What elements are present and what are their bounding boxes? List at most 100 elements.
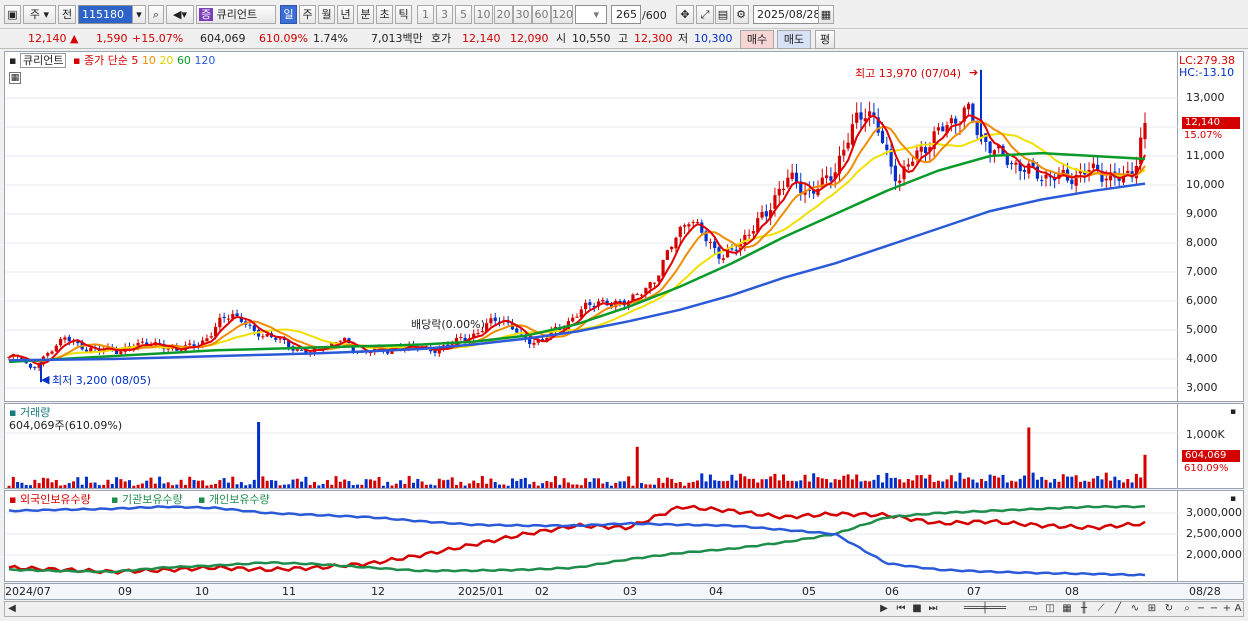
- volume-bar: [424, 484, 428, 488]
- period-tick-tab[interactable]: 틱: [395, 5, 412, 24]
- sell-button[interactable]: 매도: [777, 30, 811, 49]
- volume-bar: [1087, 481, 1091, 488]
- prev-button[interactable]: 전: [58, 5, 76, 24]
- candle-body: [885, 144, 889, 150]
- candle-body: [657, 275, 661, 282]
- period-month-tab[interactable]: 월: [318, 5, 335, 24]
- average-button[interactable]: 평: [815, 30, 835, 49]
- scroll-left-icon[interactable]: ◀: [8, 603, 16, 614]
- interval-10[interactable]: 10: [474, 5, 493, 24]
- volume-bar: [282, 484, 286, 488]
- volume-bar: [975, 482, 979, 488]
- candle-body: [235, 313, 239, 316]
- volume-tick: 1,000K: [1186, 428, 1225, 441]
- candle-body: [515, 328, 519, 333]
- interval-3[interactable]: 3: [436, 5, 453, 24]
- volume-bar: [140, 483, 144, 488]
- font-size-icon[interactable]: A: [1234, 603, 1242, 614]
- candle-body: [20, 355, 24, 361]
- stock-code-input[interactable]: 115180: [78, 5, 146, 24]
- price-value: 12,140: [28, 32, 67, 45]
- volume-bar: [575, 484, 579, 488]
- save-chart-icon[interactable]: ⊞: [1147, 603, 1157, 614]
- table-icon[interactable]: ▦: [1062, 603, 1072, 614]
- candle-body: [975, 120, 979, 135]
- calendar-icon[interactable]: ▦: [818, 5, 834, 24]
- zoom-in-icon[interactable]: +: [1222, 603, 1232, 614]
- code-dropdown-icon[interactable]: ▾: [132, 5, 146, 24]
- volume-bar: [1010, 480, 1014, 488]
- date-tick: 03: [623, 585, 637, 598]
- buy-button[interactable]: 매수: [740, 30, 774, 49]
- volume-bar: [558, 484, 562, 488]
- window-menu-icon[interactable]: ▣: [4, 5, 21, 24]
- period-minute-tab[interactable]: 분: [357, 5, 374, 24]
- interval-60[interactable]: 60: [532, 5, 551, 24]
- volume-bar: [1031, 472, 1035, 488]
- last-icon[interactable]: ⏭: [928, 603, 938, 614]
- fib-icon[interactable]: ╫: [1080, 603, 1088, 614]
- interval-120[interactable]: 120: [551, 5, 573, 24]
- volume-panel[interactable]: ▪ 거래량 604,069주(610.09%): [4, 403, 1179, 489]
- candle-body: [1143, 122, 1147, 140]
- volume-bar: [536, 485, 540, 488]
- volume-bar: [63, 484, 67, 488]
- volume-bar: [631, 485, 635, 488]
- volume-last-pct: 610.09%: [1184, 463, 1229, 474]
- search-icon[interactable]: ⌕: [148, 5, 164, 24]
- grid-icon[interactable]: ▦: [9, 72, 21, 84]
- period-second-tab[interactable]: 초: [376, 5, 393, 24]
- volume-bar: [984, 481, 988, 488]
- candle-body: [1121, 174, 1126, 183]
- date-input[interactable]: 2025/08/28: [753, 5, 819, 24]
- scroll-bar[interactable]: ◀ ▶ ⏮ ■ ⏭ ═══╪═══ ▭ ◫ ▦ ╫ ⟋ ╱ ∿ ⊞ ↻ ⌕ − …: [4, 601, 1244, 617]
- reset-icon[interactable]: ↻: [1164, 603, 1174, 614]
- trend-icon[interactable]: ⟋: [1097, 603, 1105, 614]
- volume-bar: [674, 482, 678, 488]
- interval-20[interactable]: 20: [494, 5, 513, 24]
- candle-body: [764, 211, 768, 217]
- minus-icon[interactable]: −: [1209, 603, 1219, 614]
- candle-body: [596, 301, 601, 307]
- indiv-legend: ▪ 개인보유수량: [198, 493, 270, 506]
- line-icon[interactable]: ╱: [1114, 603, 1122, 614]
- candle-body: [644, 288, 648, 294]
- custom-interval-select[interactable]: ▾: [575, 5, 607, 24]
- volume-bar: [825, 479, 829, 488]
- first-icon[interactable]: ⏮: [896, 603, 906, 614]
- holdings-panel[interactable]: ▪ 외국인보유수량 ▪ 기관보유수량 ▪ 개인보유수량: [4, 490, 1179, 582]
- open-label: 시: [556, 32, 567, 45]
- period-week-tab[interactable]: 주: [299, 5, 316, 24]
- save-icon[interactable]: ▤: [715, 5, 731, 24]
- speaker-icon[interactable]: ◀▾: [166, 5, 194, 24]
- volume-bar: [192, 479, 196, 488]
- zoom-out-icon[interactable]: −: [1196, 603, 1206, 614]
- candle-body: [278, 338, 282, 340]
- zoom-search-icon[interactable]: ⌕: [1184, 603, 1190, 614]
- volume-bar: [313, 481, 317, 488]
- period-day-tab[interactable]: 일: [280, 5, 297, 24]
- interval-5[interactable]: 5: [455, 5, 472, 24]
- price-chart-panel[interactable]: ➔ ◀ ▪ 큐리언트 ▪ 종가 단순 5 10 20 60 120 ▦ 최고 13…: [4, 51, 1179, 402]
- interval-1[interactable]: 1: [417, 5, 434, 24]
- zoom-slider[interactable]: ═══╪═══: [963, 603, 1007, 614]
- period-year-tab[interactable]: 년: [337, 5, 354, 24]
- compare-icon[interactable]: ◫: [1045, 603, 1055, 614]
- draw-tool-icon[interactable]: ⤢: [696, 5, 714, 24]
- scroll-right-icon[interactable]: ▶: [880, 603, 888, 614]
- market-select[interactable]: 주 ▾: [23, 5, 56, 24]
- count-input[interactable]: 265: [611, 5, 641, 24]
- holdings-close-icon[interactable]: ▪: [1230, 494, 1237, 504]
- settings-gear-icon[interactable]: ⚙: [733, 5, 749, 24]
- stop-icon[interactable]: ■: [912, 603, 922, 614]
- stock-name-field[interactable]: 증 큐리언트: [196, 5, 276, 24]
- interval-30[interactable]: 30: [513, 5, 532, 24]
- volume-close-icon[interactable]: ▪: [1230, 407, 1237, 417]
- volume-bar: [971, 479, 975, 488]
- volume-bar: [433, 485, 437, 488]
- volume-chart-svg: [5, 422, 1179, 488]
- volume-bar: [820, 478, 824, 488]
- crosshair-icon[interactable]: ✥: [676, 5, 694, 24]
- layout-icon[interactable]: ▭: [1028, 603, 1038, 614]
- wave-icon[interactable]: ∿: [1130, 603, 1140, 614]
